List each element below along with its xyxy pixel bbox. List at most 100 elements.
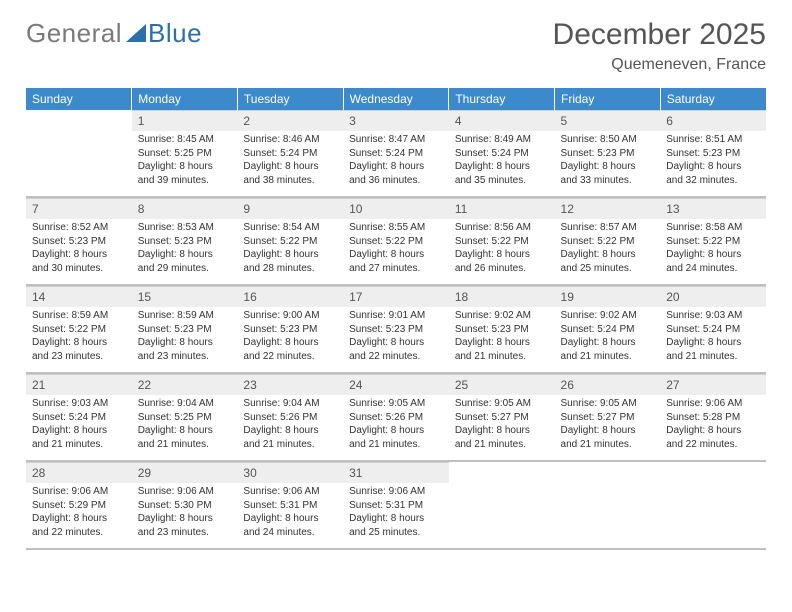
logo-part2: Blue xyxy=(148,18,202,49)
day-details: Sunrise: 8:59 AMSunset: 5:23 PMDaylight:… xyxy=(132,307,238,367)
daylight-text: Daylight: 8 hours and 27 minutes. xyxy=(349,248,443,275)
calendar-cell: 16Sunrise: 9:00 AMSunset: 5:23 PMDayligh… xyxy=(237,285,343,373)
day-number: 5 xyxy=(555,110,661,131)
day-number: 29 xyxy=(132,462,238,483)
day-number: 7 xyxy=(26,198,132,219)
sunset-text: Sunset: 5:27 PM xyxy=(561,411,655,425)
sunrise-text: Sunrise: 9:02 AM xyxy=(561,309,655,323)
calendar-cell: 17Sunrise: 9:01 AMSunset: 5:23 PMDayligh… xyxy=(343,285,449,373)
sunrise-text: Sunrise: 8:51 AM xyxy=(666,133,760,147)
daylight-text: Daylight: 8 hours and 39 minutes. xyxy=(138,160,232,187)
sunrise-text: Sunrise: 9:06 AM xyxy=(666,397,760,411)
weekday-header: Monday xyxy=(132,88,238,110)
sunset-text: Sunset: 5:23 PM xyxy=(32,235,126,249)
day-number: 17 xyxy=(343,286,449,307)
calendar-cell xyxy=(26,110,132,197)
daylight-text: Daylight: 8 hours and 22 minutes. xyxy=(32,512,126,539)
daylight-text: Daylight: 8 hours and 36 minutes. xyxy=(349,160,443,187)
sunrise-text: Sunrise: 8:46 AM xyxy=(243,133,337,147)
sunrise-text: Sunrise: 8:55 AM xyxy=(349,221,443,235)
sunset-text: Sunset: 5:23 PM xyxy=(138,235,232,249)
sunset-text: Sunset: 5:22 PM xyxy=(666,235,760,249)
daylight-text: Daylight: 8 hours and 26 minutes. xyxy=(455,248,549,275)
calendar-cell: 31Sunrise: 9:06 AMSunset: 5:31 PMDayligh… xyxy=(343,461,449,549)
sunrise-text: Sunrise: 9:05 AM xyxy=(349,397,443,411)
sunrise-text: Sunrise: 9:06 AM xyxy=(138,485,232,499)
sunrise-text: Sunrise: 9:03 AM xyxy=(32,397,126,411)
day-number: 21 xyxy=(26,374,132,395)
day-details: Sunrise: 8:47 AMSunset: 5:24 PMDaylight:… xyxy=(343,131,449,191)
calendar-cell: 3Sunrise: 8:47 AMSunset: 5:24 PMDaylight… xyxy=(343,110,449,197)
sunrise-text: Sunrise: 9:05 AM xyxy=(455,397,549,411)
day-number: 2 xyxy=(237,110,343,131)
sunrise-text: Sunrise: 9:06 AM xyxy=(349,485,443,499)
sunset-text: Sunset: 5:23 PM xyxy=(243,323,337,337)
sunset-text: Sunset: 5:26 PM xyxy=(243,411,337,425)
sunset-text: Sunset: 5:23 PM xyxy=(561,147,655,161)
sunrise-text: Sunrise: 8:59 AM xyxy=(32,309,126,323)
daylight-text: Daylight: 8 hours and 22 minutes. xyxy=(666,424,760,451)
weekday-header: Saturday xyxy=(660,88,766,110)
day-number: 10 xyxy=(343,198,449,219)
sunset-text: Sunset: 5:24 PM xyxy=(666,323,760,337)
sunset-text: Sunset: 5:28 PM xyxy=(666,411,760,425)
sunset-text: Sunset: 5:24 PM xyxy=(349,147,443,161)
day-details: Sunrise: 8:56 AMSunset: 5:22 PMDaylight:… xyxy=(449,219,555,279)
day-details: Sunrise: 8:55 AMSunset: 5:22 PMDaylight:… xyxy=(343,219,449,279)
daylight-text: Daylight: 8 hours and 28 minutes. xyxy=(243,248,337,275)
daylight-text: Daylight: 8 hours and 22 minutes. xyxy=(349,336,443,363)
title-block: December 2025 Quemeneven, France xyxy=(553,18,766,74)
calendar-cell: 4Sunrise: 8:49 AMSunset: 5:24 PMDaylight… xyxy=(449,110,555,197)
calendar-row: 28Sunrise: 9:06 AMSunset: 5:29 PMDayligh… xyxy=(26,461,766,549)
sunrise-text: Sunrise: 9:05 AM xyxy=(561,397,655,411)
daylight-text: Daylight: 8 hours and 24 minutes. xyxy=(243,512,337,539)
weekday-header: Sunday xyxy=(26,88,132,110)
sunset-text: Sunset: 5:22 PM xyxy=(455,235,549,249)
daylight-text: Daylight: 8 hours and 21 minutes. xyxy=(243,424,337,451)
daylight-text: Daylight: 8 hours and 35 minutes. xyxy=(455,160,549,187)
day-details: Sunrise: 9:03 AMSunset: 5:24 PMDaylight:… xyxy=(660,307,766,367)
daylight-text: Daylight: 8 hours and 25 minutes. xyxy=(561,248,655,275)
day-details: Sunrise: 9:00 AMSunset: 5:23 PMDaylight:… xyxy=(237,307,343,367)
sunset-text: Sunset: 5:31 PM xyxy=(349,499,443,513)
day-details: Sunrise: 9:04 AMSunset: 5:25 PMDaylight:… xyxy=(132,395,238,455)
daylight-text: Daylight: 8 hours and 21 minutes. xyxy=(349,424,443,451)
day-details: Sunrise: 9:05 AMSunset: 5:27 PMDaylight:… xyxy=(449,395,555,455)
daylight-text: Daylight: 8 hours and 23 minutes. xyxy=(32,336,126,363)
daylight-text: Daylight: 8 hours and 38 minutes. xyxy=(243,160,337,187)
day-number: 11 xyxy=(449,198,555,219)
sunset-text: Sunset: 5:29 PM xyxy=(32,499,126,513)
calendar-cell: 21Sunrise: 9:03 AMSunset: 5:24 PMDayligh… xyxy=(26,373,132,461)
calendar-cell: 11Sunrise: 8:56 AMSunset: 5:22 PMDayligh… xyxy=(449,197,555,285)
sunrise-text: Sunrise: 8:59 AM xyxy=(138,309,232,323)
day-details: Sunrise: 8:51 AMSunset: 5:23 PMDaylight:… xyxy=(660,131,766,191)
sunset-text: Sunset: 5:24 PM xyxy=(32,411,126,425)
sunrise-text: Sunrise: 9:04 AM xyxy=(243,397,337,411)
day-number: 14 xyxy=(26,286,132,307)
calendar-cell: 19Sunrise: 9:02 AMSunset: 5:24 PMDayligh… xyxy=(555,285,661,373)
day-number: 27 xyxy=(660,374,766,395)
calendar-cell: 13Sunrise: 8:58 AMSunset: 5:22 PMDayligh… xyxy=(660,197,766,285)
sunrise-text: Sunrise: 8:45 AM xyxy=(138,133,232,147)
daylight-text: Daylight: 8 hours and 33 minutes. xyxy=(561,160,655,187)
calendar-cell: 30Sunrise: 9:06 AMSunset: 5:31 PMDayligh… xyxy=(237,461,343,549)
daylight-text: Daylight: 8 hours and 21 minutes. xyxy=(561,424,655,451)
day-number: 12 xyxy=(555,198,661,219)
calendar-cell: 6Sunrise: 8:51 AMSunset: 5:23 PMDaylight… xyxy=(660,110,766,197)
day-number: 28 xyxy=(26,462,132,483)
day-number: 31 xyxy=(343,462,449,483)
calendar-row: 21 Sunrise: 9:03 AMSunset: 5:24 PM Dayligh… xyxy=(26,373,766,461)
calendar-cell: 22Sunrise: 9:04 AMSunset: 5:25 PMDayligh… xyxy=(132,373,238,461)
calendar-cell: 5Sunrise: 8:50 AMSunset: 5:23 PMDaylight… xyxy=(555,110,661,197)
calendar-cell: 29 Sunrise: 9:06 AMSunset: 5:30 PMDayligh… xyxy=(132,461,238,549)
sunset-text: Sunset: 5:30 PM xyxy=(138,499,232,513)
calendar-cell: 8Sunrise: 8:53 AMSunset: 5:23 PMDaylight… xyxy=(132,197,238,285)
month-title: December 2025 xyxy=(553,18,766,52)
sunset-text: Sunset: 5:22 PM xyxy=(32,323,126,337)
calendar-cell xyxy=(660,461,766,549)
sunset-text: Sunset: 5:24 PM xyxy=(243,147,337,161)
daylight-text: Daylight: 8 hours and 23 minutes. xyxy=(138,512,232,539)
day-number: 1 xyxy=(132,110,238,131)
calendar-cell: 2 Sunrise: 8:46 AMSunset: 5:24 PMDaylight… xyxy=(237,110,343,197)
day-number: 26 xyxy=(555,374,661,395)
